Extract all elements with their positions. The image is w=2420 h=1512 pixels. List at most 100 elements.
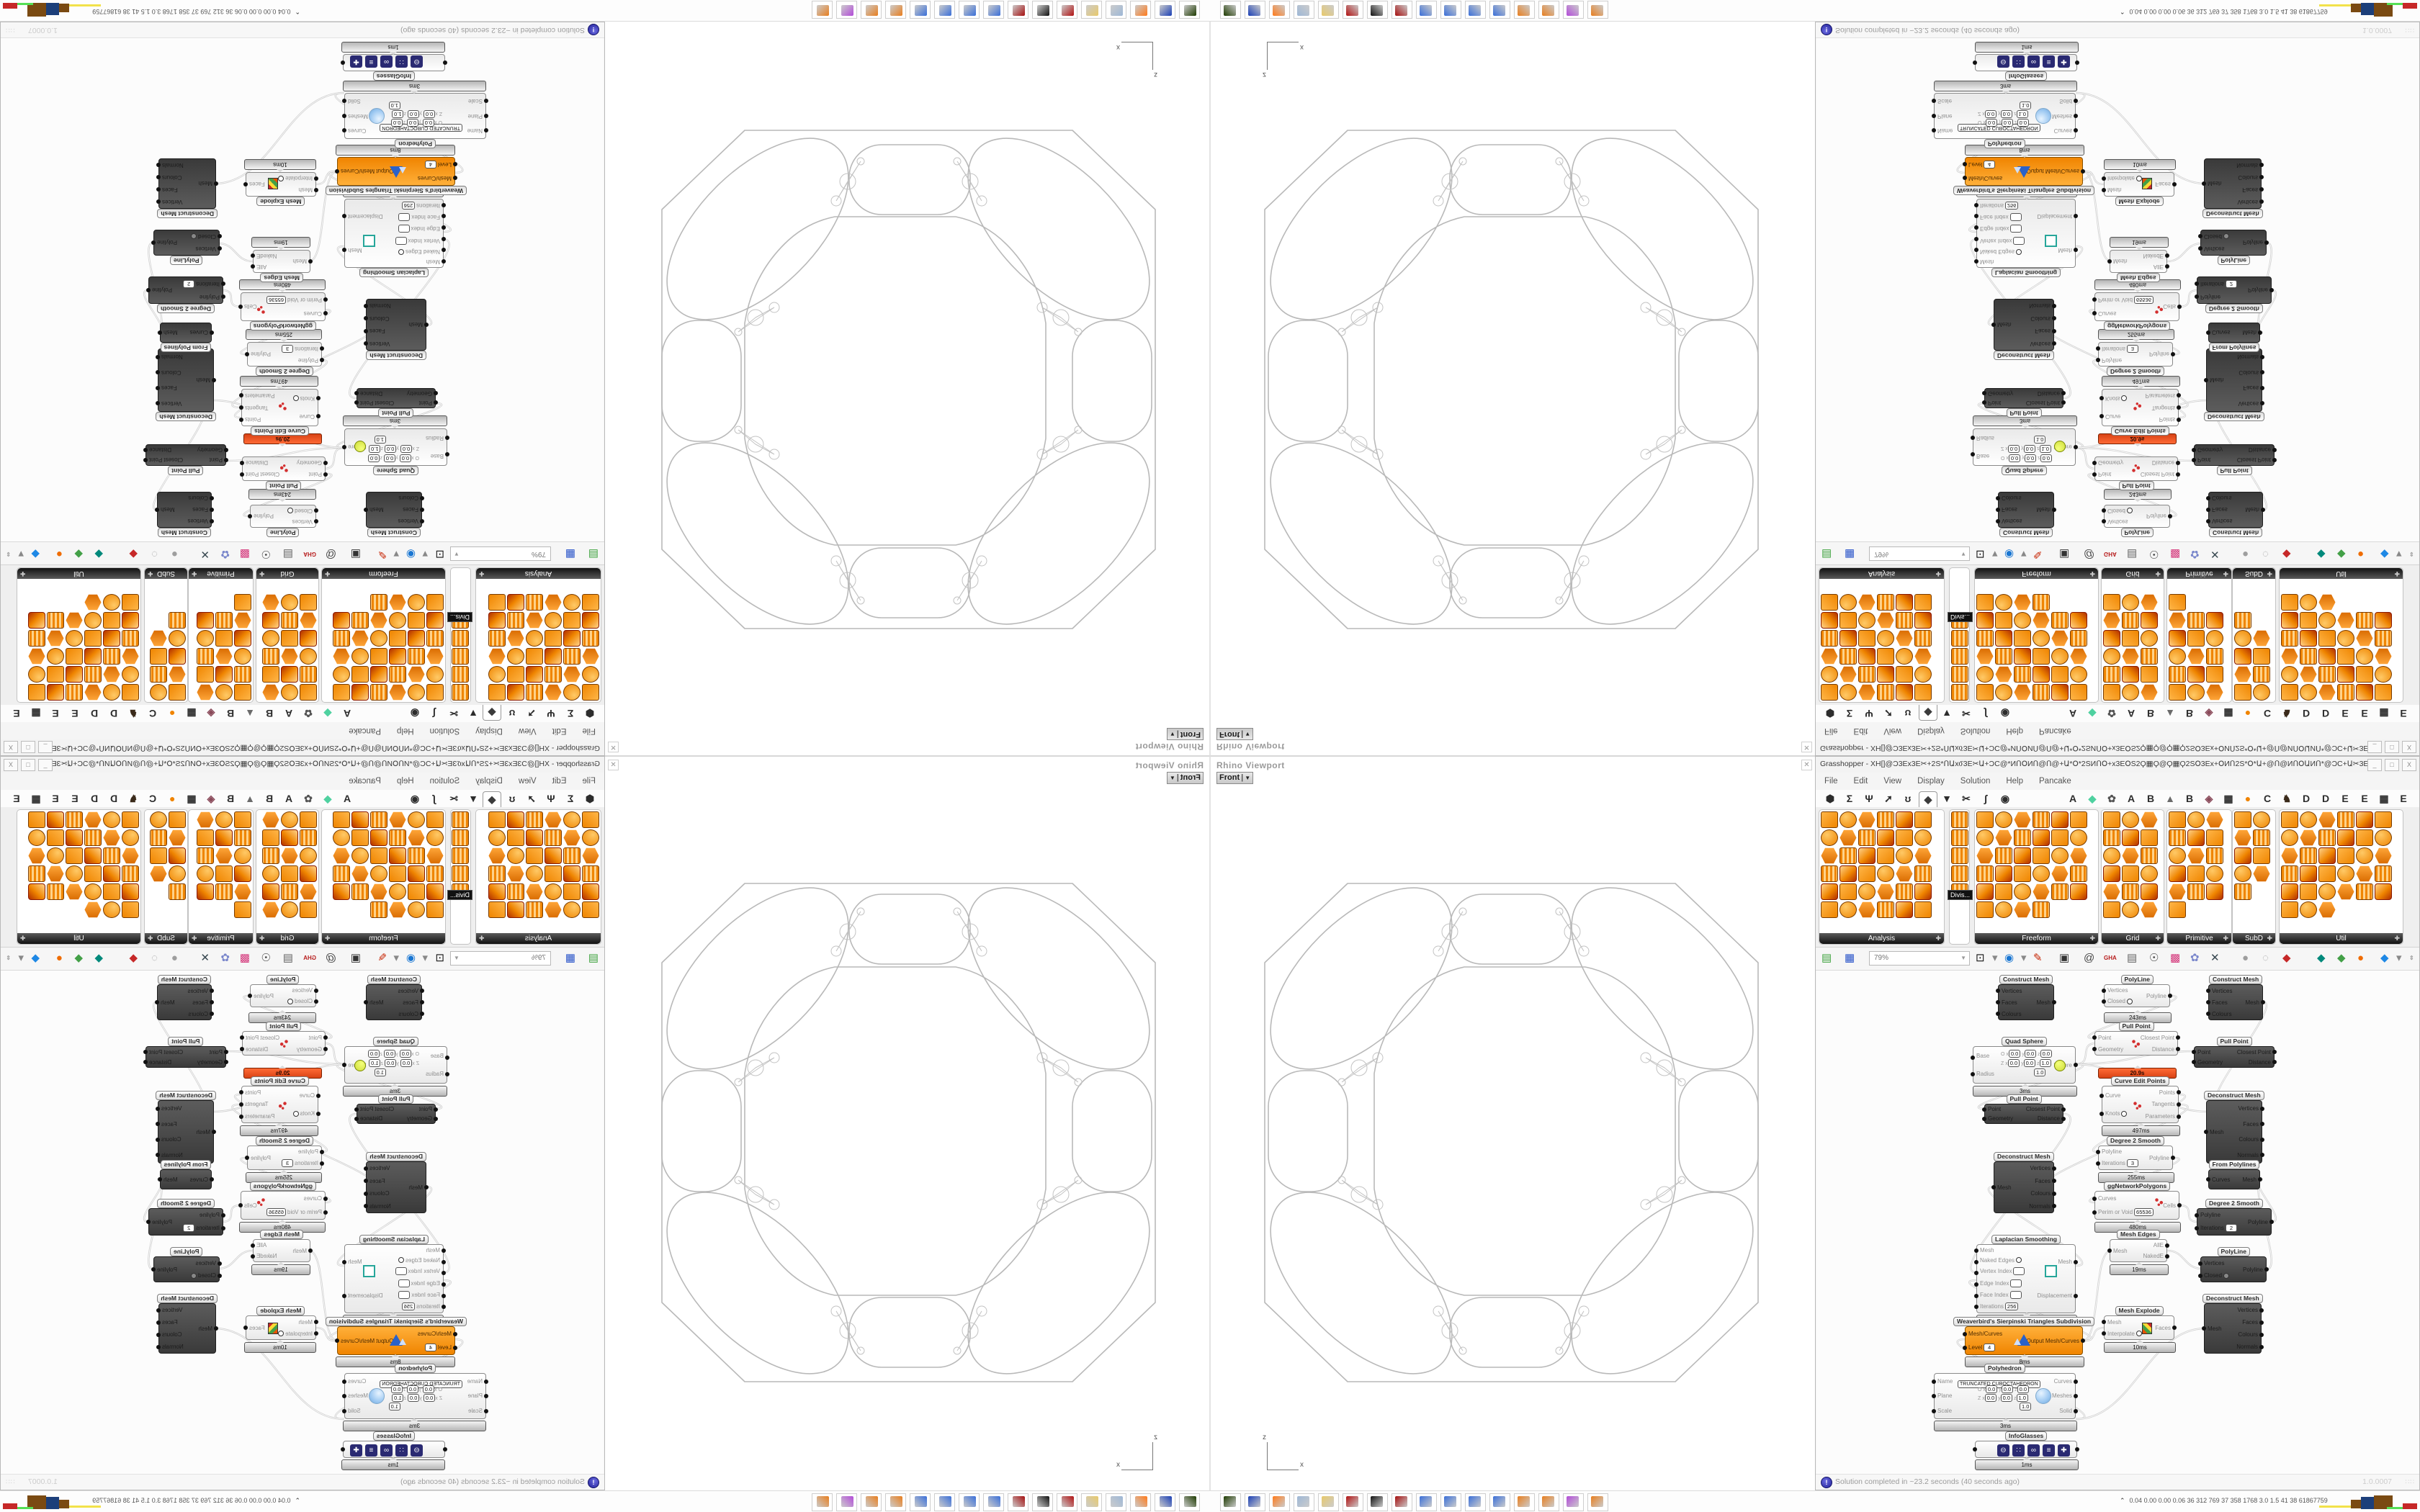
rhino-viewport[interactable]: Rhino Viewport Front|▼ ✕ bbox=[1210, 21, 1816, 756]
blender-icon[interactable] bbox=[885, 1, 906, 19]
component-from-polylines[interactable]: Curves Mesh bbox=[2206, 1169, 2262, 1189]
component-icon[interactable] bbox=[507, 612, 524, 629]
tab-plugin-9[interactable]: ● bbox=[169, 793, 176, 804]
component-icon[interactable] bbox=[426, 865, 444, 882]
tab-plugin-17[interactable]: E bbox=[13, 793, 20, 804]
tab-plugin-10[interactable]: C bbox=[2263, 708, 2272, 719]
component-icon[interactable] bbox=[103, 883, 120, 900]
exit-door-icon[interactable]: ▣ bbox=[2059, 548, 2070, 560]
port-jack[interactable] bbox=[2074, 127, 2078, 132]
port-jack[interactable] bbox=[335, 1338, 339, 1343]
component-icon[interactable] bbox=[103, 594, 120, 611]
component-icon[interactable] bbox=[563, 630, 581, 647]
port-jack[interactable] bbox=[1991, 1185, 1996, 1189]
at-icon[interactable]: @ bbox=[2084, 952, 2095, 964]
component-icon[interactable] bbox=[2122, 883, 2139, 900]
port-jack[interactable] bbox=[221, 1226, 225, 1230]
component-degree2-smooth-r[interactable]: Polyline Iterations 2 Polyline bbox=[2195, 1208, 2274, 1236]
toggle-circle[interactable] bbox=[2016, 1257, 2022, 1264]
component-icon[interactable] bbox=[526, 901, 543, 918]
component-icon[interactable] bbox=[2103, 901, 2120, 918]
port-jack[interactable] bbox=[1963, 176, 1967, 181]
port-jack[interactable] bbox=[420, 508, 424, 512]
component-icon[interactable] bbox=[452, 684, 469, 701]
tab-plugin-14[interactable]: E bbox=[71, 708, 79, 719]
port-jack[interactable] bbox=[239, 1102, 243, 1107]
component-icon[interactable] bbox=[2033, 594, 2050, 611]
component-icon[interactable] bbox=[526, 666, 543, 683]
component-deconstruct-mesh-r2[interactable]: Mesh Vertices Faces Colours Normals bbox=[156, 1303, 218, 1354]
balloon-icon[interactable]: ✿ bbox=[2190, 548, 2200, 560]
port-jack[interactable] bbox=[143, 1050, 148, 1054]
port-jack[interactable] bbox=[2264, 1267, 2269, 1272]
component-icon[interactable] bbox=[351, 883, 369, 900]
component-icon[interactable] bbox=[488, 666, 506, 683]
component-icon[interactable] bbox=[2356, 847, 2373, 864]
port-jack[interactable] bbox=[2177, 417, 2181, 422]
component-icon[interactable] bbox=[281, 666, 298, 683]
port-jack[interactable] bbox=[323, 461, 328, 465]
value-box[interactable]: 65536 bbox=[266, 1207, 286, 1216]
component-icon[interactable] bbox=[582, 630, 599, 647]
component-icon[interactable] bbox=[526, 865, 543, 882]
component-icon[interactable] bbox=[2318, 630, 2336, 647]
port-jack[interactable] bbox=[2102, 176, 2106, 181]
component-icon[interactable] bbox=[1877, 594, 1894, 611]
component-icon[interactable] bbox=[582, 612, 599, 629]
component-construct-mesh-l[interactable]: Vertices Faces Colours Mesh bbox=[1996, 984, 2056, 1020]
component-icon[interactable] bbox=[1858, 847, 1876, 864]
component-icon[interactable] bbox=[2033, 630, 2050, 647]
component-icon[interactable] bbox=[1839, 883, 1857, 900]
component-icon[interactable] bbox=[544, 829, 562, 846]
component-icon[interactable] bbox=[2337, 648, 2354, 665]
calculator-icon[interactable] bbox=[1294, 1, 1314, 19]
toggle-circle[interactable] bbox=[287, 998, 294, 1004]
component-icon[interactable] bbox=[452, 829, 469, 846]
component-icon[interactable] bbox=[408, 594, 425, 611]
component-icon[interactable] bbox=[169, 648, 186, 665]
port-jack[interactable] bbox=[445, 1056, 449, 1060]
component-construct-mesh-l[interactable]: Vertices Faces Colours Mesh bbox=[1996, 492, 2056, 528]
component-icon[interactable] bbox=[2234, 811, 2251, 828]
component-deconstruct-mesh-l[interactable]: Mesh Vertices Faces Colours Normals bbox=[1991, 299, 2056, 351]
component-icon[interactable] bbox=[2051, 865, 2069, 882]
port-jack[interactable] bbox=[342, 127, 346, 132]
component-icon[interactable] bbox=[2281, 811, 2298, 828]
port-jack[interactable] bbox=[248, 514, 252, 518]
menu-item-solution[interactable]: Solution bbox=[1960, 726, 1991, 735]
component-icon[interactable] bbox=[1914, 630, 1932, 647]
component-icon[interactable] bbox=[262, 648, 279, 665]
tab-params-icon[interactable]: ⬢ bbox=[585, 793, 595, 804]
component-icon[interactable] bbox=[2253, 847, 2270, 864]
menu-item-edit[interactable]: Edit bbox=[1853, 777, 1868, 786]
port-jack[interactable] bbox=[240, 1047, 244, 1051]
port-jack[interactable] bbox=[239, 1090, 243, 1095]
giftbox-icon[interactable]: ▩ bbox=[2170, 952, 2181, 964]
component-icon[interactable] bbox=[1976, 648, 1994, 665]
component-icon[interactable] bbox=[333, 811, 350, 828]
component-icon[interactable] bbox=[2356, 630, 2373, 647]
component-pull-point-c[interactable]: Point Geometry Closest Point Distance bbox=[2092, 456, 2180, 481]
component-icon[interactable] bbox=[28, 811, 45, 828]
port-jack[interactable] bbox=[342, 1394, 346, 1398]
component-polyline-r[interactable]: Vertices Closed Polyline bbox=[151, 1256, 222, 1282]
palette-icon[interactable] bbox=[1489, 1, 1510, 19]
gha-icon[interactable]: GHA bbox=[303, 955, 316, 961]
port-jack[interactable] bbox=[2206, 1000, 2210, 1004]
port-jack[interactable] bbox=[484, 98, 488, 103]
sketch-pen-icon[interactable]: ✎ bbox=[2033, 548, 2043, 560]
menu-item-help[interactable]: Help bbox=[396, 726, 414, 735]
component-icon[interactable] bbox=[47, 847, 64, 864]
component-polyline-top[interactable]: Vertices Closed Polyline bbox=[248, 505, 318, 528]
component-icon[interactable] bbox=[66, 684, 83, 701]
panel-name-bar[interactable]: SubD ✚ bbox=[145, 568, 187, 579]
blender-icon[interactable] bbox=[812, 1493, 833, 1511]
component-icon[interactable] bbox=[2070, 648, 2087, 665]
panel-name-bar[interactable]: Util ✚ bbox=[17, 933, 140, 944]
component-icon[interactable] bbox=[2337, 684, 2354, 701]
component-icon[interactable] bbox=[300, 612, 317, 629]
tab-transform-icon[interactable]: ∫ bbox=[1984, 708, 1987, 719]
component-icon[interactable] bbox=[2051, 847, 2069, 864]
component-icon[interactable] bbox=[2234, 666, 2251, 683]
panel-name-bar[interactable]: Freeform ✚ bbox=[1975, 568, 2098, 579]
